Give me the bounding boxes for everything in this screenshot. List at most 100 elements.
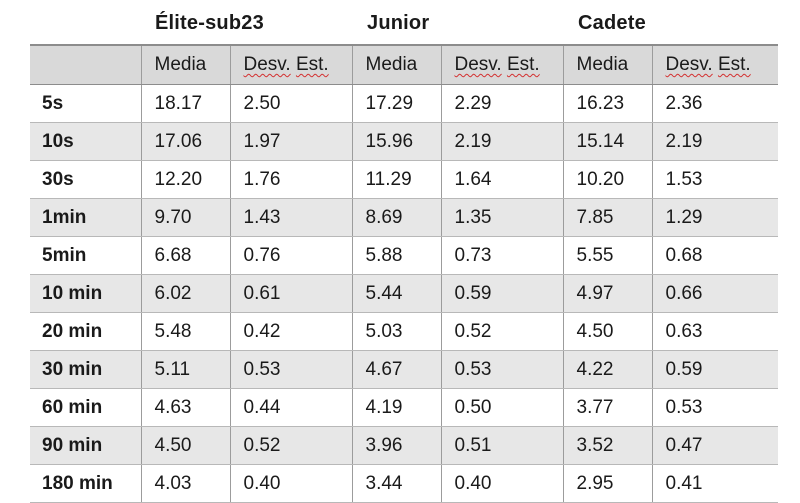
row-label: 10 min bbox=[30, 274, 142, 313]
cell-desv-est: 0.42 bbox=[230, 312, 353, 351]
cell-desv-est: 1.53 bbox=[652, 160, 778, 199]
corner-cell bbox=[30, 44, 142, 85]
column-header-media: Media bbox=[563, 44, 653, 85]
cell-desv-est: 0.53 bbox=[230, 350, 353, 389]
cell-desv-est: 0.63 bbox=[652, 312, 778, 351]
desv-prefix: Desv. bbox=[454, 54, 502, 75]
row-label: 1min bbox=[30, 198, 142, 237]
desv-prefix: Desv. bbox=[243, 54, 291, 75]
cell-media: 5.11 bbox=[141, 350, 231, 389]
cell-media: 12.20 bbox=[141, 160, 231, 199]
cell-media: 15.96 bbox=[352, 122, 442, 161]
table-row: 30s 12.20 1.76 11.29 1.64 10.20 1.53 bbox=[30, 160, 778, 199]
table-row: 10 min 6.02 0.61 5.44 0.59 4.97 0.66 bbox=[30, 274, 778, 313]
cell-desv-est: 0.40 bbox=[230, 464, 353, 503]
table-row: 90 min 4.50 0.52 3.96 0.51 3.52 0.47 bbox=[30, 426, 778, 465]
row-label: 30s bbox=[30, 160, 142, 199]
cell-media: 3.77 bbox=[563, 388, 653, 427]
table-row: 20 min 5.48 0.42 5.03 0.52 4.50 0.63 bbox=[30, 312, 778, 351]
cell-desv-est: 1.43 bbox=[230, 198, 353, 237]
cell-desv-est: 2.36 bbox=[652, 84, 778, 123]
cell-media: 4.67 bbox=[352, 350, 442, 389]
table-row: 5min 6.68 0.76 5.88 0.73 5.55 0.68 bbox=[30, 236, 778, 275]
cell-media: 2.95 bbox=[563, 464, 653, 503]
table-row: 180 min 4.03 0.40 3.44 0.40 2.95 0.41 bbox=[30, 464, 778, 503]
group-header-row: Élite-sub23 Junior Cadete bbox=[30, 8, 778, 44]
cell-desv-est: 0.52 bbox=[230, 426, 353, 465]
cell-desv-est: 0.47 bbox=[652, 426, 778, 465]
cell-media: 4.22 bbox=[563, 350, 653, 389]
table-row: 1min 9.70 1.43 8.69 1.35 7.85 1.29 bbox=[30, 198, 778, 237]
group-label-cadete: Cadete bbox=[578, 12, 646, 34]
cell-media: 5.03 bbox=[352, 312, 442, 351]
cell-media: 7.85 bbox=[563, 198, 653, 237]
row-label: 60 min bbox=[30, 388, 142, 427]
cell-desv-est: 1.97 bbox=[230, 122, 353, 161]
column-header-media: Media bbox=[352, 44, 442, 85]
group-label-elite-sub23: Élite-sub23 bbox=[155, 12, 264, 34]
column-header-media: Media bbox=[141, 44, 231, 85]
row-label: 180 min bbox=[30, 464, 142, 503]
cell-media: 4.97 bbox=[563, 274, 653, 313]
cell-desv-est: 0.73 bbox=[441, 236, 564, 275]
cell-desv-est: 0.59 bbox=[652, 350, 778, 389]
cell-media: 4.50 bbox=[563, 312, 653, 351]
cell-desv-est: 0.53 bbox=[441, 350, 564, 389]
cell-media: 18.17 bbox=[141, 84, 231, 123]
cell-media: 17.06 bbox=[141, 122, 231, 161]
cell-media: 4.19 bbox=[352, 388, 442, 427]
cell-desv-est: 0.68 bbox=[652, 236, 778, 275]
cell-media: 3.44 bbox=[352, 464, 442, 503]
column-header-desv-est: Desv. Est. bbox=[230, 44, 353, 85]
cell-desv-est: 0.41 bbox=[652, 464, 778, 503]
column-header-desv-est: Desv. Est. bbox=[652, 44, 778, 85]
cell-desv-est: 0.52 bbox=[441, 312, 564, 351]
cell-media: 4.03 bbox=[141, 464, 231, 503]
table-row: 30 min 5.11 0.53 4.67 0.53 4.22 0.59 bbox=[30, 350, 778, 389]
cell-desv-est: 1.29 bbox=[652, 198, 778, 237]
cell-media: 4.50 bbox=[141, 426, 231, 465]
cell-media: 10.20 bbox=[563, 160, 653, 199]
column-header-desv-est: Desv. Est. bbox=[441, 44, 564, 85]
cell-desv-est: 0.76 bbox=[230, 236, 353, 275]
cell-media: 11.29 bbox=[352, 160, 442, 199]
cell-media: 4.63 bbox=[141, 388, 231, 427]
cell-desv-est: 0.51 bbox=[441, 426, 564, 465]
cell-desv-est: 0.53 bbox=[652, 388, 778, 427]
cell-media: 6.02 bbox=[141, 274, 231, 313]
desv-suffix: Est. bbox=[506, 54, 540, 75]
row-label: 20 min bbox=[30, 312, 142, 351]
cell-media: 16.23 bbox=[563, 84, 653, 123]
row-label: 90 min bbox=[30, 426, 142, 465]
group-label-junior: Junior bbox=[367, 12, 430, 34]
cell-media: 6.68 bbox=[141, 236, 231, 275]
cell-media: 3.52 bbox=[563, 426, 653, 465]
cell-desv-est: 0.59 bbox=[441, 274, 564, 313]
row-label: 5min bbox=[30, 236, 142, 275]
table-row: 10s 17.06 1.97 15.96 2.19 15.14 2.19 bbox=[30, 122, 778, 161]
subheader-row: Media Desv. Est. Media Desv. Est. Media … bbox=[30, 44, 778, 85]
table-body: 5s 18.17 2.50 17.29 2.29 16.23 2.36 10s 17.06 1.9… bbox=[30, 84, 778, 503]
desv-suffix: Est. bbox=[717, 54, 751, 75]
row-label: 30 min bbox=[30, 350, 142, 389]
cell-media: 17.29 bbox=[352, 84, 442, 123]
table-row: 60 min 4.63 0.44 4.19 0.50 3.77 0.53 bbox=[30, 388, 778, 427]
cell-media: 5.88 bbox=[352, 236, 442, 275]
cell-media: 15.14 bbox=[563, 122, 653, 161]
desv-suffix: Est. bbox=[295, 54, 329, 75]
cell-desv-est: 1.35 bbox=[441, 198, 564, 237]
cell-media: 5.55 bbox=[563, 236, 653, 275]
cell-media: 5.48 bbox=[141, 312, 231, 351]
row-label: 10s bbox=[30, 122, 142, 161]
desv-prefix: Desv. bbox=[665, 54, 713, 75]
table-row: 5s 18.17 2.50 17.29 2.29 16.23 2.36 bbox=[30, 84, 778, 123]
cell-desv-est: 0.66 bbox=[652, 274, 778, 313]
row-label: 5s bbox=[30, 84, 142, 123]
cell-desv-est: 2.29 bbox=[441, 84, 564, 123]
cell-media: 3.96 bbox=[352, 426, 442, 465]
cell-desv-est: 0.40 bbox=[441, 464, 564, 503]
cell-desv-est: 1.64 bbox=[441, 160, 564, 199]
cell-desv-est: 0.61 bbox=[230, 274, 353, 313]
cell-desv-est: 1.76 bbox=[230, 160, 353, 199]
cell-desv-est: 2.19 bbox=[441, 122, 564, 161]
